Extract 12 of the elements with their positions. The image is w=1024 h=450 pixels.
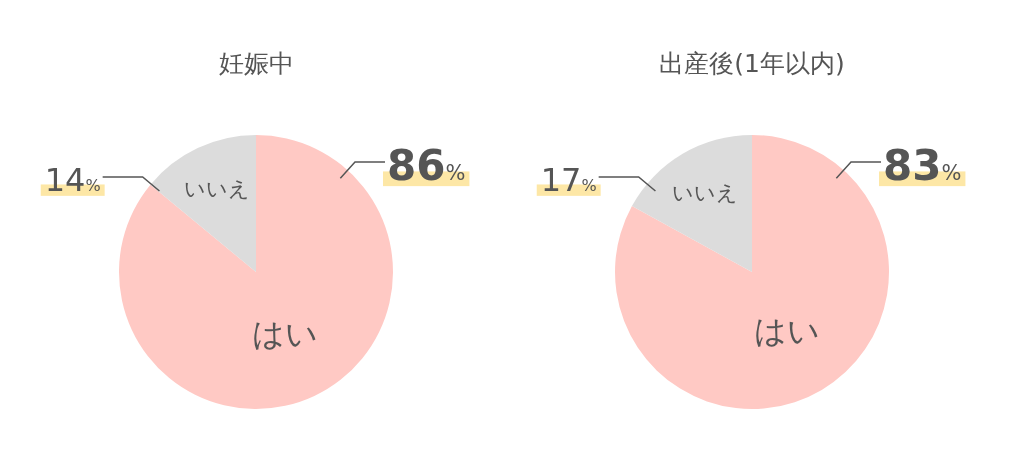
pie-slice <box>150 135 256 272</box>
slice-label: はい <box>252 314 319 353</box>
data-label: 86% <box>387 141 466 191</box>
data-label: 17% <box>540 160 597 199</box>
slice-label: いいえ <box>672 180 739 205</box>
chart-title: 妊娠中 <box>218 49 294 78</box>
data-label: 83% <box>883 141 962 191</box>
slice-label: いいえ <box>183 176 250 201</box>
chart-title: 出産後(1年以内) <box>659 49 845 78</box>
slice-label: はい <box>753 311 820 350</box>
data-label: 14% <box>44 160 101 199</box>
pie-slice <box>631 135 752 272</box>
